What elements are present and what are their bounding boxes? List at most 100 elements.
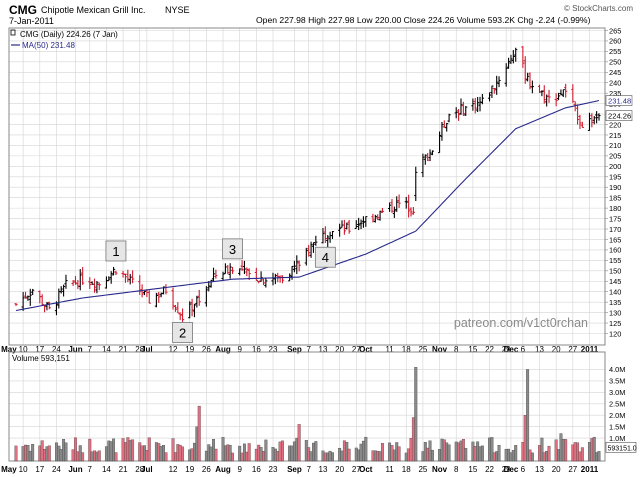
ohlc-bar: [28, 288, 32, 306]
volume-bar: [254, 448, 258, 462]
volume-value-tag: 593151.0: [605, 442, 637, 453]
ohlc-bar: [561, 89, 565, 97]
volume-bar: [304, 440, 308, 462]
x-tick-label: 27: [568, 345, 577, 354]
volume-bar: [147, 437, 151, 462]
volume-bar: [326, 452, 330, 462]
chart-header: CMG Chipotle Mexican Grill Inc. NYSE 7-J…: [9, 3, 633, 26]
price-tick-label: 120: [609, 329, 621, 338]
volume-panel: 1.0M 1.5M 2.0M 2.5M 3.0M 3.5M 4.0M 593151.0 Vol…: [8, 351, 637, 462]
volume-bar: [242, 443, 246, 462]
ohlc-bar: [228, 263, 232, 279]
x-tick-label: 10: [19, 345, 28, 354]
ohlc-bar: [197, 289, 201, 306]
volume-bar: [159, 446, 163, 462]
ohlc-bar: [559, 89, 563, 96]
volume-bar: [74, 437, 77, 462]
ticker-symbol: CMG: [9, 3, 37, 17]
ohlc-bar: [114, 270, 118, 276]
volume-bar: [221, 437, 225, 462]
x-tick-label: 7: [88, 345, 93, 354]
volume-bar: [104, 446, 108, 462]
volume-bar: [245, 451, 249, 462]
volume-bar: [478, 446, 482, 462]
ohlc-bar: [195, 295, 199, 308]
ohlc-bar: [247, 268, 251, 280]
ohlc-bar: [478, 96, 482, 112]
quote-summary: Open 227.98 High 227.98 Low 220.00 Close…: [256, 15, 591, 25]
ohlc-bar: [495, 75, 499, 95]
price-tick-label: 170: [609, 225, 621, 234]
x-tick-label: 18: [402, 465, 411, 474]
ohlc-bar: [454, 107, 458, 119]
price-tick-label: 255: [609, 47, 621, 56]
x-tick-label: 27: [352, 465, 361, 474]
volume-bar: [540, 437, 544, 462]
volume-bar: [209, 446, 213, 462]
volume-bar: [547, 445, 551, 462]
volume-bar: [371, 450, 375, 462]
x-tick-label: 29: [502, 465, 511, 474]
volume-bar: [112, 438, 116, 462]
volume-bar: [357, 449, 361, 462]
ohlc-bar: [45, 301, 49, 311]
volume-bar: [81, 452, 85, 462]
annotation-frame: [172, 322, 193, 343]
ohlc-bar: [240, 260, 244, 271]
x-tick-label: 26: [202, 465, 211, 474]
volume-bar: [354, 447, 358, 462]
ohlc-bar: [78, 269, 82, 291]
volume-bar: [592, 436, 596, 462]
volume-bar: [521, 442, 525, 462]
ohlc-bar: [311, 242, 316, 253]
volume-bar: [223, 445, 227, 462]
ohlc-bar: [109, 271, 113, 284]
ohlc-bar: [347, 219, 351, 234]
ohlc-bar: [397, 194, 401, 208]
volume-bar: [523, 415, 527, 462]
ohlc-bar: [447, 113, 451, 123]
volume-bar: [576, 442, 580, 462]
volume-bar: [480, 445, 484, 462]
annotation-label: 1: [112, 244, 119, 259]
volume-bar: [76, 451, 80, 462]
close-value-tag-box: [605, 110, 633, 121]
volume-bar: [164, 452, 168, 462]
volume-bar: [290, 445, 294, 462]
ohlc-bar: [404, 197, 408, 209]
ohlc-bar: [264, 278, 268, 288]
ma-value-tag-box: [605, 95, 633, 106]
price-tick-label: 140: [609, 288, 621, 297]
volume-bar: [71, 449, 75, 462]
x-tick-label: Nov: [432, 345, 448, 354]
volume-bar: [376, 451, 380, 462]
price-tick-label: 160: [609, 246, 621, 255]
price-panel-frame: [8, 27, 606, 346]
volume-bar: [588, 442, 591, 462]
ohlc-bar: [440, 121, 444, 141]
x-tick-label: 20: [335, 465, 344, 474]
volume-bar: [262, 451, 265, 462]
volume-bar: [528, 449, 532, 462]
volume-bar: [171, 438, 175, 462]
volume-bar: [88, 438, 92, 462]
volume-bar: [390, 445, 394, 462]
volume-bar: [342, 440, 346, 462]
volume-bar: [497, 445, 501, 462]
ohlc-bar: [554, 93, 558, 107]
close-value-tag-label: 224.26: [608, 112, 631, 121]
volume-bar: [309, 451, 313, 462]
annotation-label: 2: [179, 325, 186, 340]
x-tick-label: 20: [335, 345, 344, 354]
ohlc-bar: [492, 87, 496, 94]
price-tick-label: 185: [609, 193, 621, 202]
x-tick-label: 6: [521, 345, 526, 354]
ohlc-bar: [314, 235, 318, 246]
volume-bar: [409, 438, 413, 462]
x-tick-label: Aug: [215, 465, 231, 474]
volume-bar: [276, 451, 280, 462]
x-tick-label: May: [1, 465, 17, 474]
volume-bar: [381, 443, 384, 462]
